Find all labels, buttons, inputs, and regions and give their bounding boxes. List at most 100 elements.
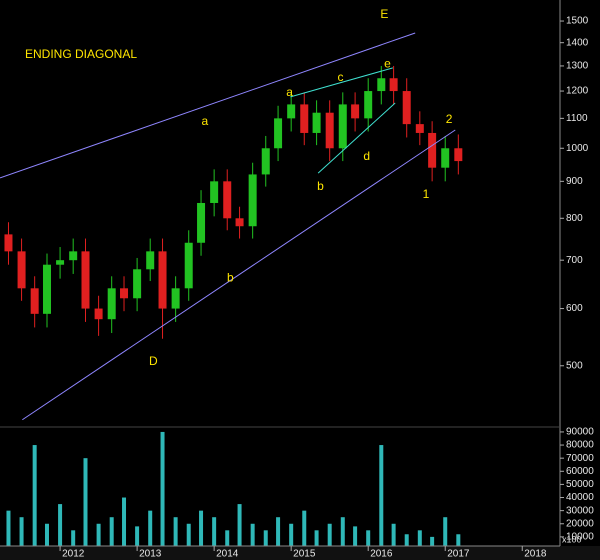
y-tick-label: 800 [566, 213, 583, 224]
volume-bar [327, 523, 332, 550]
volume-bar [83, 458, 88, 550]
candle-body [415, 124, 424, 133]
chart-title: ENDING DIAGONAL [25, 47, 137, 61]
volume-bar [19, 517, 24, 550]
volume-bar [276, 517, 281, 550]
y-tick-label: 60000 [566, 466, 594, 477]
candle-body [300, 104, 309, 133]
y-tick-label: 500 [566, 360, 583, 371]
volume-bar [6, 510, 11, 550]
y-tick-label: 10000 [566, 532, 594, 543]
volume-bar [250, 523, 255, 550]
y-tick-label: 40000 [566, 492, 594, 503]
volume-bar [160, 431, 165, 550]
volume-bar [58, 504, 63, 550]
candle-body [454, 148, 463, 162]
volume-bar [109, 517, 114, 550]
trendline [0, 32, 416, 179]
volume-bar [289, 523, 294, 550]
wave-label: a [286, 85, 293, 99]
candle-body [171, 288, 180, 309]
y-tick-label: 90000 [566, 427, 594, 438]
volume-bar [148, 510, 153, 550]
volume-bar [302, 510, 307, 550]
candle-body [261, 148, 270, 175]
trendline [290, 67, 393, 98]
wave-label: c [337, 70, 343, 84]
x-tick-label: 2015 [293, 549, 316, 560]
wave-label: D [149, 354, 158, 368]
candle-body [69, 251, 78, 261]
candle-body [223, 181, 232, 219]
candle-body [4, 234, 13, 252]
volume-bar [237, 504, 242, 550]
candle-body [17, 251, 26, 289]
volume-bar [32, 445, 37, 550]
y-tick-label: 30000 [566, 505, 594, 516]
x-tick-label: 2012 [62, 549, 85, 560]
candle-body [364, 91, 373, 119]
y-tick-label: 900 [566, 176, 583, 187]
candle-body [248, 174, 257, 227]
volume-bar [199, 510, 204, 550]
volume-unit: x100 [562, 534, 582, 544]
candle-body [210, 181, 219, 203]
y-tick-label: 600 [566, 303, 583, 314]
y-tick-label: 50000 [566, 479, 594, 490]
volume-bar [314, 530, 319, 550]
candle-body [235, 218, 244, 227]
candle-body [197, 202, 206, 243]
candle-body [428, 132, 437, 168]
volume-bar [379, 445, 384, 550]
volume-bar [186, 523, 191, 550]
wave-label: e [384, 57, 391, 71]
x-tick-label: 2013 [139, 549, 162, 560]
y-tick-label: 1000 [566, 143, 589, 154]
candle-body [441, 148, 450, 168]
y-tick-label: 1400 [566, 37, 589, 48]
volume-bar [366, 530, 371, 550]
candle-body [389, 78, 398, 92]
y-tick-label: 1300 [566, 61, 589, 72]
volume-bar [340, 517, 345, 550]
wave-label: E [380, 7, 388, 21]
volume-bar [430, 536, 435, 550]
candle-body [120, 288, 129, 299]
x-tick-label: 2017 [447, 549, 470, 560]
candle-body [274, 118, 283, 149]
candle-body [133, 269, 142, 299]
wave-label: 1 [423, 187, 430, 201]
volume-bar [417, 530, 422, 550]
y-tick-label: 1500 [566, 16, 589, 27]
volume-bar [71, 530, 76, 550]
volume-bar [404, 534, 409, 550]
x-tick-label: 2016 [370, 549, 393, 560]
candle-body [94, 308, 103, 320]
x-axis-strip [0, 546, 600, 560]
volume-bar [443, 517, 448, 550]
candle-body [287, 104, 296, 119]
candle-body [312, 112, 321, 133]
y-tick-label: 70000 [566, 453, 594, 464]
y-tick-label: 1100 [566, 113, 588, 124]
candle-body [56, 260, 65, 265]
volume-bar [456, 534, 461, 550]
wave-label: b [317, 179, 324, 193]
candle-body [42, 264, 51, 314]
wave-label: b [227, 270, 234, 284]
volume-bar [225, 530, 230, 550]
volume-bar [212, 517, 217, 550]
candle-body [30, 288, 39, 314]
candle-body [402, 91, 411, 125]
candle-body [184, 242, 193, 289]
volume-bar [391, 523, 396, 550]
candle-body [351, 104, 360, 119]
x-tick-label: 2014 [216, 549, 239, 560]
volume-bar [135, 526, 140, 550]
volume-bar [353, 526, 358, 550]
volume-bar [96, 523, 101, 550]
y-tick-label: 1200 [566, 86, 589, 97]
candle-body [107, 288, 116, 320]
x-tick-label: 2018 [524, 549, 547, 560]
